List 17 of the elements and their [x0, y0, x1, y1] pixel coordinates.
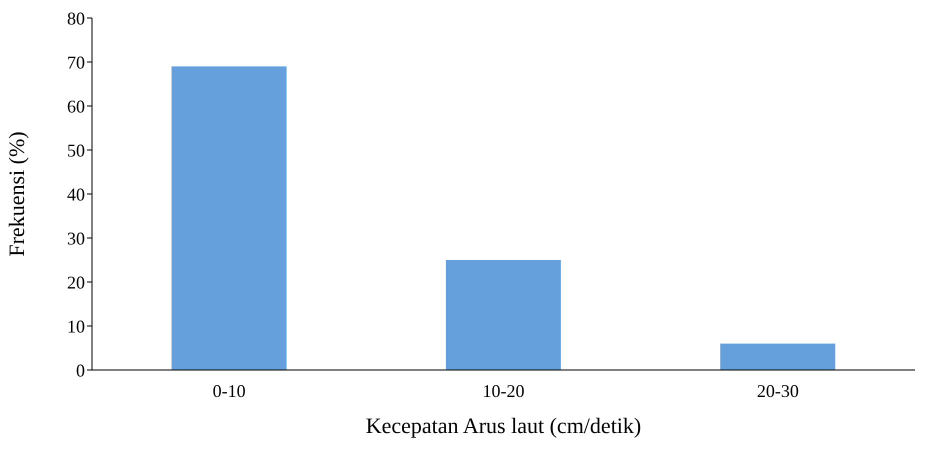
x-tick-label: 0-10	[212, 380, 246, 401]
x-axis-title: Kecepatan Arus laut (cm/detik)	[366, 413, 642, 438]
y-tick-label: 30	[67, 228, 85, 248]
y-tick-label: 50	[67, 140, 85, 160]
y-axis-title: Frekuensi (%)	[4, 131, 29, 257]
y-tick-label: 80	[67, 8, 85, 28]
x-tick-label: 10-20	[482, 380, 524, 401]
y-tick-label: 0	[76, 360, 85, 380]
bar	[720, 344, 836, 370]
y-tick-label: 40	[67, 184, 85, 204]
y-tick-label: 20	[67, 272, 85, 292]
y-tick-label: 70	[67, 52, 85, 72]
x-tick-label: 20-30	[756, 380, 799, 401]
y-tick-label: 10	[67, 316, 85, 336]
y-tick-label: 60	[67, 96, 85, 116]
bar	[446, 260, 561, 370]
bar	[172, 66, 287, 370]
